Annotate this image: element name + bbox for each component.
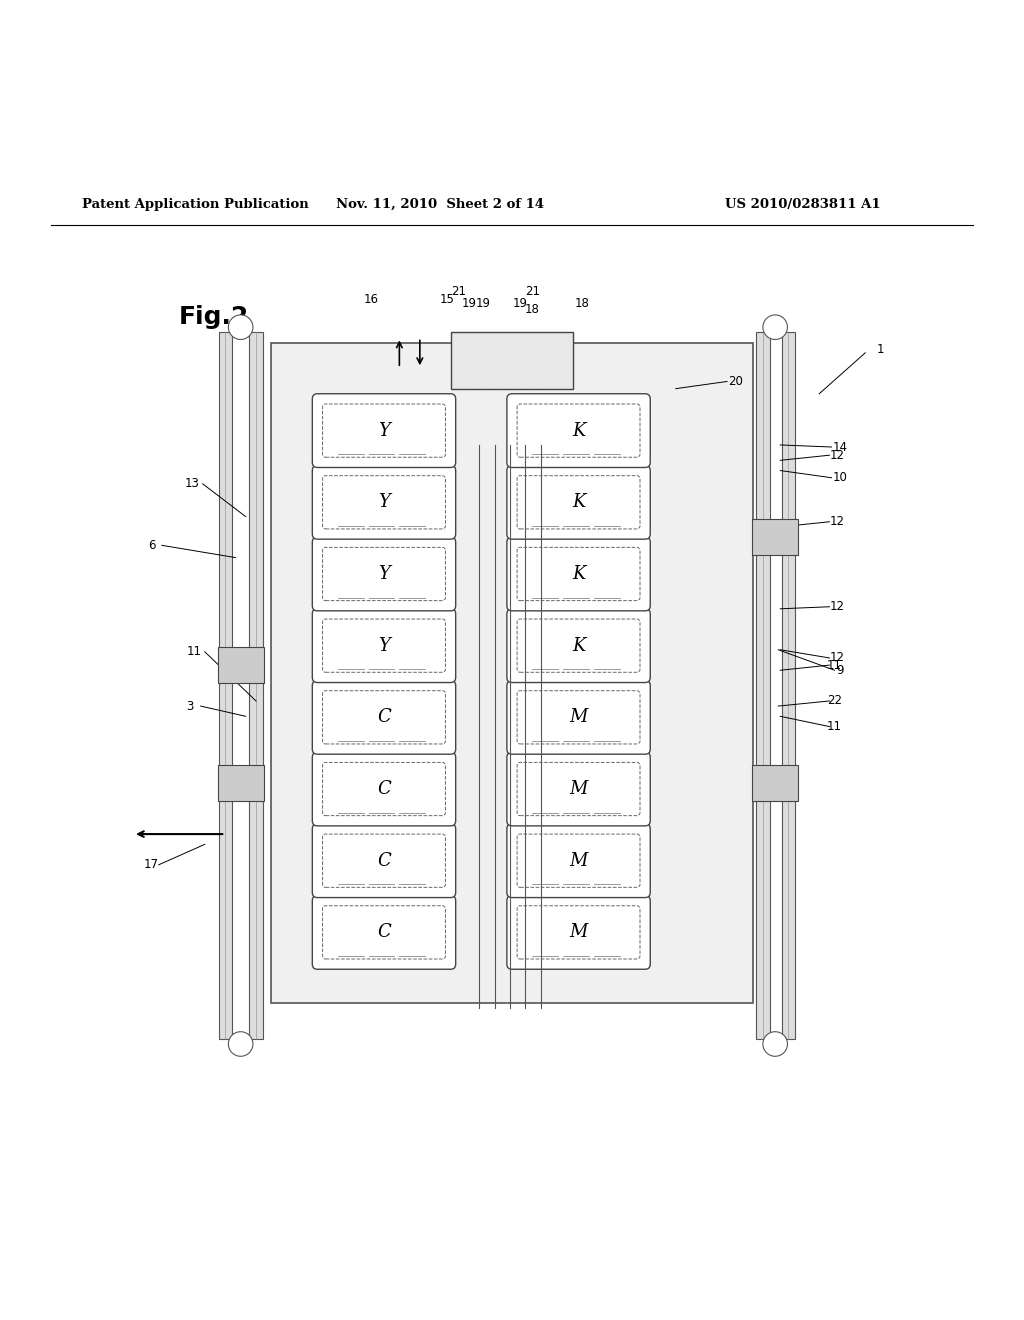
Text: 12: 12 bbox=[830, 652, 845, 664]
Text: 13: 13 bbox=[185, 478, 200, 490]
FancyBboxPatch shape bbox=[312, 466, 456, 539]
FancyBboxPatch shape bbox=[312, 537, 456, 611]
Bar bbox=[219, 333, 231, 1039]
Text: 21: 21 bbox=[452, 285, 466, 298]
Text: M: M bbox=[569, 709, 588, 726]
Text: 16: 16 bbox=[364, 293, 378, 306]
Text: 3: 3 bbox=[185, 700, 194, 713]
Text: 12: 12 bbox=[830, 601, 845, 614]
Text: K: K bbox=[571, 421, 586, 440]
Text: Patent Application Publication: Patent Application Publication bbox=[82, 198, 308, 211]
Text: K: K bbox=[571, 636, 586, 655]
Text: 19: 19 bbox=[476, 297, 490, 310]
Bar bbox=[250, 333, 262, 1039]
Bar bbox=[217, 647, 264, 682]
Text: C: C bbox=[377, 780, 391, 799]
Text: 11: 11 bbox=[187, 645, 202, 659]
Text: 21: 21 bbox=[525, 285, 540, 298]
Circle shape bbox=[763, 1032, 787, 1056]
Text: M: M bbox=[569, 924, 588, 941]
Text: Fig.2: Fig.2 bbox=[179, 305, 250, 329]
Text: Nov. 11, 2010  Sheet 2 of 14: Nov. 11, 2010 Sheet 2 of 14 bbox=[336, 198, 545, 211]
Text: 12: 12 bbox=[830, 515, 845, 528]
Text: M: M bbox=[569, 780, 588, 799]
Text: M: M bbox=[569, 851, 588, 870]
FancyBboxPatch shape bbox=[507, 393, 650, 467]
Bar bbox=[271, 343, 753, 1003]
FancyBboxPatch shape bbox=[312, 393, 456, 467]
Text: K: K bbox=[571, 565, 586, 583]
Text: 11: 11 bbox=[827, 659, 842, 672]
FancyBboxPatch shape bbox=[507, 895, 650, 969]
Circle shape bbox=[228, 1032, 253, 1056]
FancyBboxPatch shape bbox=[507, 466, 650, 539]
Text: Y: Y bbox=[378, 421, 390, 440]
Text: US 2010/0283811 A1: US 2010/0283811 A1 bbox=[725, 198, 881, 211]
Circle shape bbox=[228, 315, 253, 339]
Text: 9: 9 bbox=[836, 664, 844, 677]
FancyBboxPatch shape bbox=[507, 752, 650, 826]
FancyBboxPatch shape bbox=[507, 824, 650, 898]
Bar bbox=[756, 333, 770, 1039]
Text: 22: 22 bbox=[827, 694, 842, 708]
Text: 20: 20 bbox=[728, 375, 742, 388]
Text: 6: 6 bbox=[147, 539, 156, 552]
Text: C: C bbox=[377, 924, 391, 941]
FancyBboxPatch shape bbox=[312, 681, 456, 754]
FancyBboxPatch shape bbox=[312, 609, 456, 682]
Bar bbox=[752, 519, 799, 554]
Bar bbox=[217, 766, 264, 801]
Text: 17: 17 bbox=[144, 858, 159, 871]
Text: Y: Y bbox=[378, 636, 390, 655]
Text: 18: 18 bbox=[574, 297, 589, 310]
Text: 12: 12 bbox=[830, 449, 845, 462]
Text: 19: 19 bbox=[513, 297, 527, 310]
FancyBboxPatch shape bbox=[507, 681, 650, 754]
Text: Y: Y bbox=[378, 494, 390, 511]
Text: C: C bbox=[377, 709, 391, 726]
FancyBboxPatch shape bbox=[312, 752, 456, 826]
Text: 10: 10 bbox=[833, 471, 847, 484]
Circle shape bbox=[763, 315, 787, 339]
FancyBboxPatch shape bbox=[507, 609, 650, 682]
Bar bbox=[782, 333, 796, 1039]
Text: 11: 11 bbox=[827, 721, 842, 733]
Text: 14: 14 bbox=[833, 441, 847, 454]
Text: 1: 1 bbox=[877, 343, 885, 356]
Text: 19: 19 bbox=[462, 297, 476, 310]
Bar bbox=[451, 333, 573, 388]
Text: K: K bbox=[571, 494, 586, 511]
Text: 15: 15 bbox=[440, 293, 455, 306]
Text: Y: Y bbox=[378, 565, 390, 583]
Text: C: C bbox=[377, 851, 391, 870]
Text: 18: 18 bbox=[525, 304, 540, 317]
Bar bbox=[752, 766, 799, 801]
FancyBboxPatch shape bbox=[312, 895, 456, 969]
FancyBboxPatch shape bbox=[312, 824, 456, 898]
FancyBboxPatch shape bbox=[507, 537, 650, 611]
